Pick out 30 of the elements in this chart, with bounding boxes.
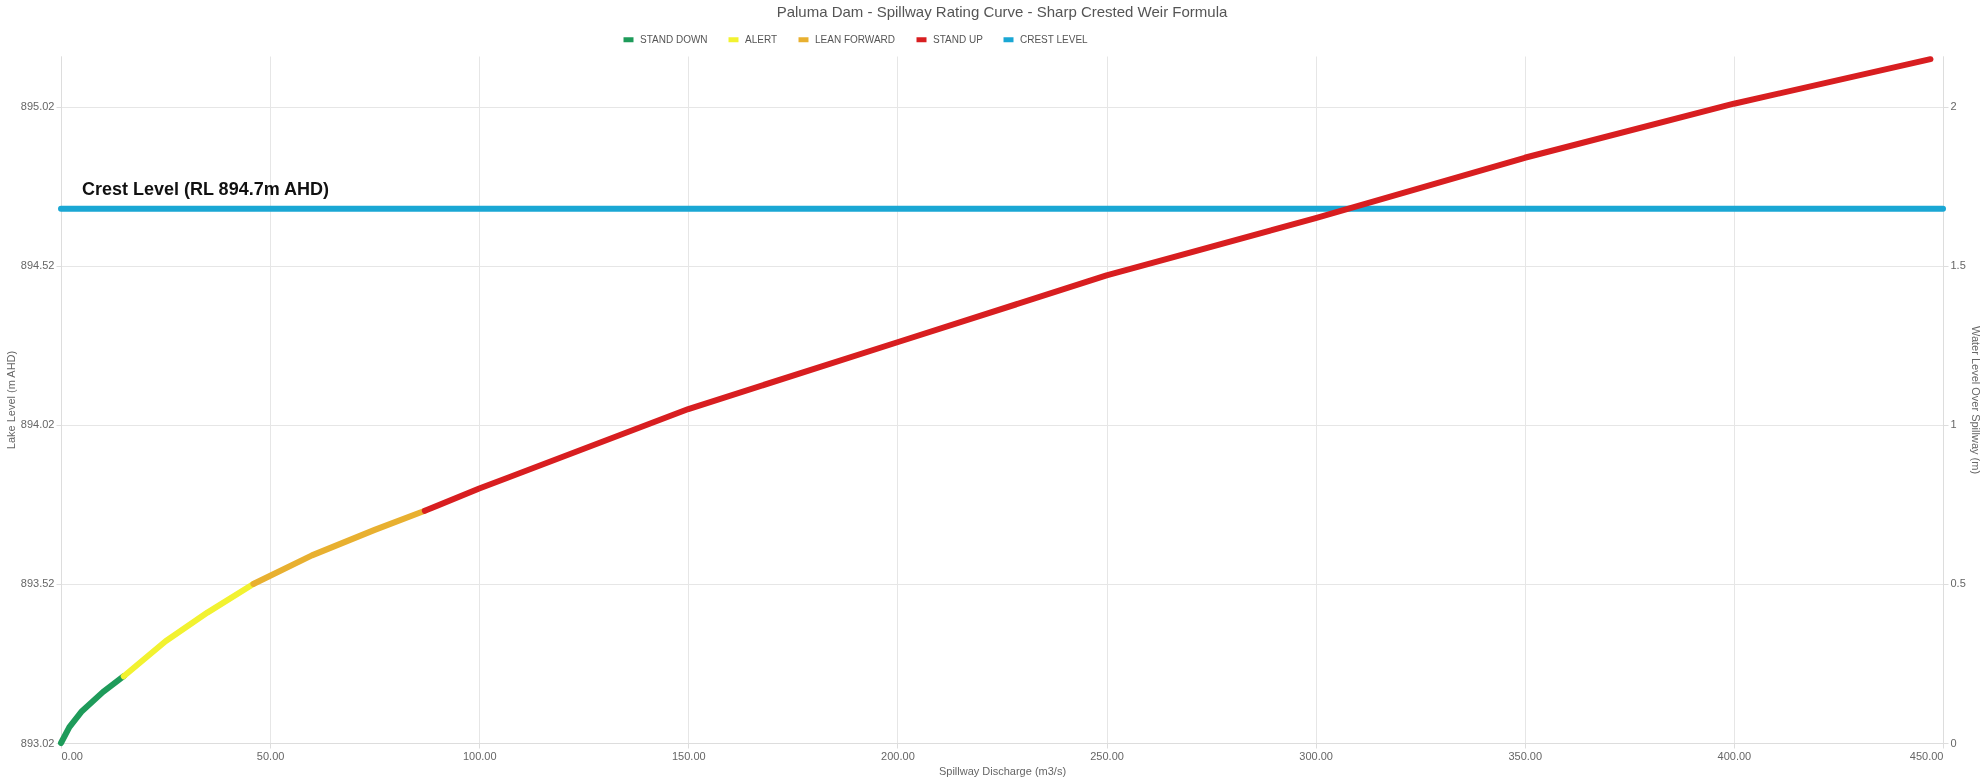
x-tick-label: 0.00: [61, 749, 83, 762]
x-tick-label: 150.00: [672, 749, 706, 762]
y2-tick-label: 0: [1950, 736, 1957, 749]
x-axis-title: Spillway Discharge (m3/s): [938, 764, 1067, 777]
y2-tick-label: 1.5: [1950, 259, 1966, 272]
x-tick-label: 50.00: [256, 749, 285, 762]
x-tick-label: 300.00: [1299, 749, 1333, 762]
y2-tick-label: 1: [1950, 418, 1957, 431]
y-tick-label: 893.02: [20, 736, 55, 749]
x-tick-label: 250.00: [1090, 749, 1124, 762]
y2-axis-title: Water Level Over Spillway (m): [1969, 325, 1982, 475]
y2-tick-label: 0.5: [1950, 577, 1966, 590]
x-tick-label: 400.00: [1717, 749, 1752, 762]
legend-label: LEAN FORWARD: [815, 33, 896, 45]
y-axis-title: Lake Level (m AHD): [4, 350, 17, 450]
x-tick-label: 100.00: [462, 749, 497, 762]
y2-tick-label: 2: [1950, 100, 1957, 113]
legend-label: ALERT: [745, 33, 778, 45]
legend-label: CREST LEVEL: [1020, 33, 1089, 45]
annotation: Crest Level (RL 894.7m AHD): [81, 178, 329, 199]
y-tick-label: 894.52: [20, 259, 55, 272]
legend-label: STAND DOWN: [640, 33, 708, 45]
x-tick-label: 450.00: [1909, 749, 1944, 762]
legend-label: STAND UP: [933, 33, 984, 45]
y-tick-label: 895.02: [20, 100, 55, 113]
y-tick-label: 894.02: [20, 418, 55, 431]
x-tick-label: 350.00: [1508, 749, 1543, 762]
x-tick-label: 200.00: [881, 749, 915, 762]
chart-title: Paluma Dam - Spillway Rating Curve - Sharp Crested Weir Formula: [776, 3, 1229, 20]
y-tick-label: 893.52: [20, 577, 55, 590]
